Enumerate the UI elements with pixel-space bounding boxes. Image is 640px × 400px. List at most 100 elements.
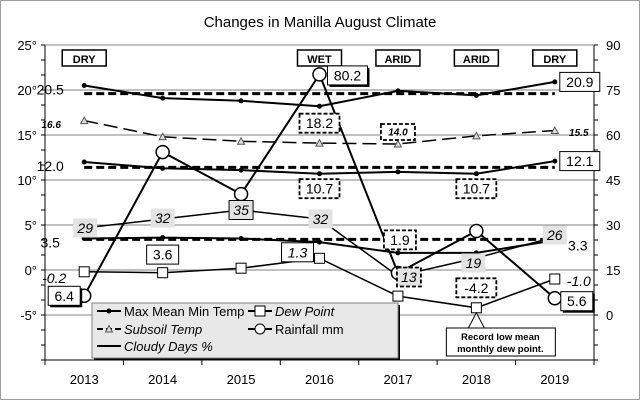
data-label-box (228, 200, 254, 220)
data-label-cloud: 32 (155, 210, 171, 226)
marker-mean (395, 169, 401, 175)
legend-label: Rainfall mm (275, 322, 344, 337)
marker-subsoil (472, 131, 481, 140)
y-left-tick-label: 10° (17, 173, 37, 188)
data-label-mean: 10.7 (463, 181, 490, 197)
data-label-box (383, 229, 417, 251)
y-left-tick-label: -5° (20, 308, 37, 323)
marker-dew (78, 266, 90, 278)
marker-max (160, 95, 166, 101)
data-label-box (150, 208, 175, 228)
marker-min (317, 239, 322, 245)
marker-rain (469, 223, 484, 239)
data-label-min: 1.9 (390, 232, 410, 248)
legend-marker (106, 308, 112, 314)
data-label-subsoil: 16.6 (41, 120, 61, 131)
data-label-box (455, 178, 498, 200)
marker-mean (473, 171, 479, 177)
y-left-tick-label: 15° (17, 128, 37, 143)
data-label-max: 20.5 (37, 82, 64, 98)
season-label: ARID (463, 54, 490, 66)
y-left-tick-label: 0° (25, 263, 37, 278)
marker-dew (549, 273, 561, 285)
marker-subsoil (79, 116, 89, 125)
x-tick-label: 2018 (462, 372, 491, 387)
callout-pointer (467, 311, 485, 329)
season-label-box (453, 49, 500, 67)
x-tick-label: 2015 (227, 372, 256, 387)
data-label-max: 18.2 (306, 115, 333, 131)
data-label-box (559, 151, 601, 172)
marker-max (81, 83, 87, 88)
marker-rain (155, 144, 170, 160)
marker-mean (238, 167, 244, 173)
marker-mean (317, 171, 322, 177)
y-left-tick-label: 20° (17, 83, 37, 98)
data-label-mean: 12.1 (566, 153, 593, 169)
data-label-cloud: 32 (313, 211, 329, 227)
marker-max (238, 98, 244, 104)
marker-mean (160, 165, 166, 171)
marker-min (238, 236, 244, 241)
data-label-cloud: 29 (76, 220, 93, 236)
y-right-tick-label: 30 (606, 218, 620, 233)
marker-max (395, 88, 401, 94)
data-label-box (47, 285, 81, 306)
data-label-rain: 80.2 (334, 67, 361, 83)
data-label-box (281, 242, 314, 263)
data-label-box (380, 123, 416, 141)
season-label-box (532, 49, 578, 67)
data-label-cloud: 35 (233, 202, 249, 218)
data-label-dew: 1.3 (288, 244, 308, 260)
marker-max (317, 103, 322, 109)
data-label-min: 3.6 (153, 247, 173, 263)
y-right-tick-label: 75 (606, 83, 620, 98)
y-right-tick-label: 15 (606, 263, 620, 278)
data-label-cloud: 26 (546, 227, 563, 243)
y-left-tick-label: 25° (17, 38, 37, 53)
marker-subsoil (315, 138, 324, 147)
marker-subsoil (236, 136, 246, 145)
marker-mean (81, 159, 87, 165)
data-label-box (298, 178, 341, 200)
data-label-box (327, 65, 368, 86)
marker-dew (235, 262, 247, 274)
marker-mean (552, 158, 558, 164)
x-tick-label: 2013 (70, 372, 99, 387)
season-label: DRY (543, 54, 566, 66)
legend-label: Dew Point (275, 304, 336, 319)
legend-marker (254, 305, 266, 317)
y-right-tick-label: 90 (606, 38, 620, 53)
data-label-cloud: 19 (466, 255, 482, 271)
legend-label: Max Mean Min Temp (124, 304, 244, 319)
marker-subsoil (393, 139, 403, 148)
chart-title: Changes in Manilla August Climate (204, 14, 437, 31)
marker-dew (470, 302, 482, 314)
data-label-box (308, 209, 333, 229)
x-tick-label: 2014 (148, 372, 177, 387)
data-label-box (396, 266, 422, 288)
marker-max (552, 79, 558, 85)
marker-rain (547, 290, 563, 306)
marker-max (473, 92, 479, 98)
y-right-tick-label: 45 (606, 173, 620, 188)
data-label-box (455, 277, 498, 299)
data-label-box (73, 218, 98, 238)
data-label-box (559, 71, 601, 92)
data-label-min: 3.5 (40, 235, 60, 251)
data-label-min: 3.3 (568, 237, 588, 253)
data-label-rain: 6.4 (54, 288, 74, 304)
data-label-dew: -0.2 (42, 270, 66, 286)
y-left-tick-label: 5° (25, 218, 37, 233)
x-tick-label: 2017 (383, 372, 412, 387)
marker-dew (392, 290, 404, 302)
marker-subsoil (158, 132, 167, 141)
x-tick-label: 2019 (540, 372, 569, 387)
data-label-rain: 5.6 (567, 293, 587, 309)
season-label-box (296, 49, 343, 67)
data-label-cloud: 13 (401, 269, 417, 285)
season-label: DRY (73, 54, 96, 66)
legend-label: Cloudy Days % (124, 339, 213, 354)
marker-rain (233, 186, 249, 202)
